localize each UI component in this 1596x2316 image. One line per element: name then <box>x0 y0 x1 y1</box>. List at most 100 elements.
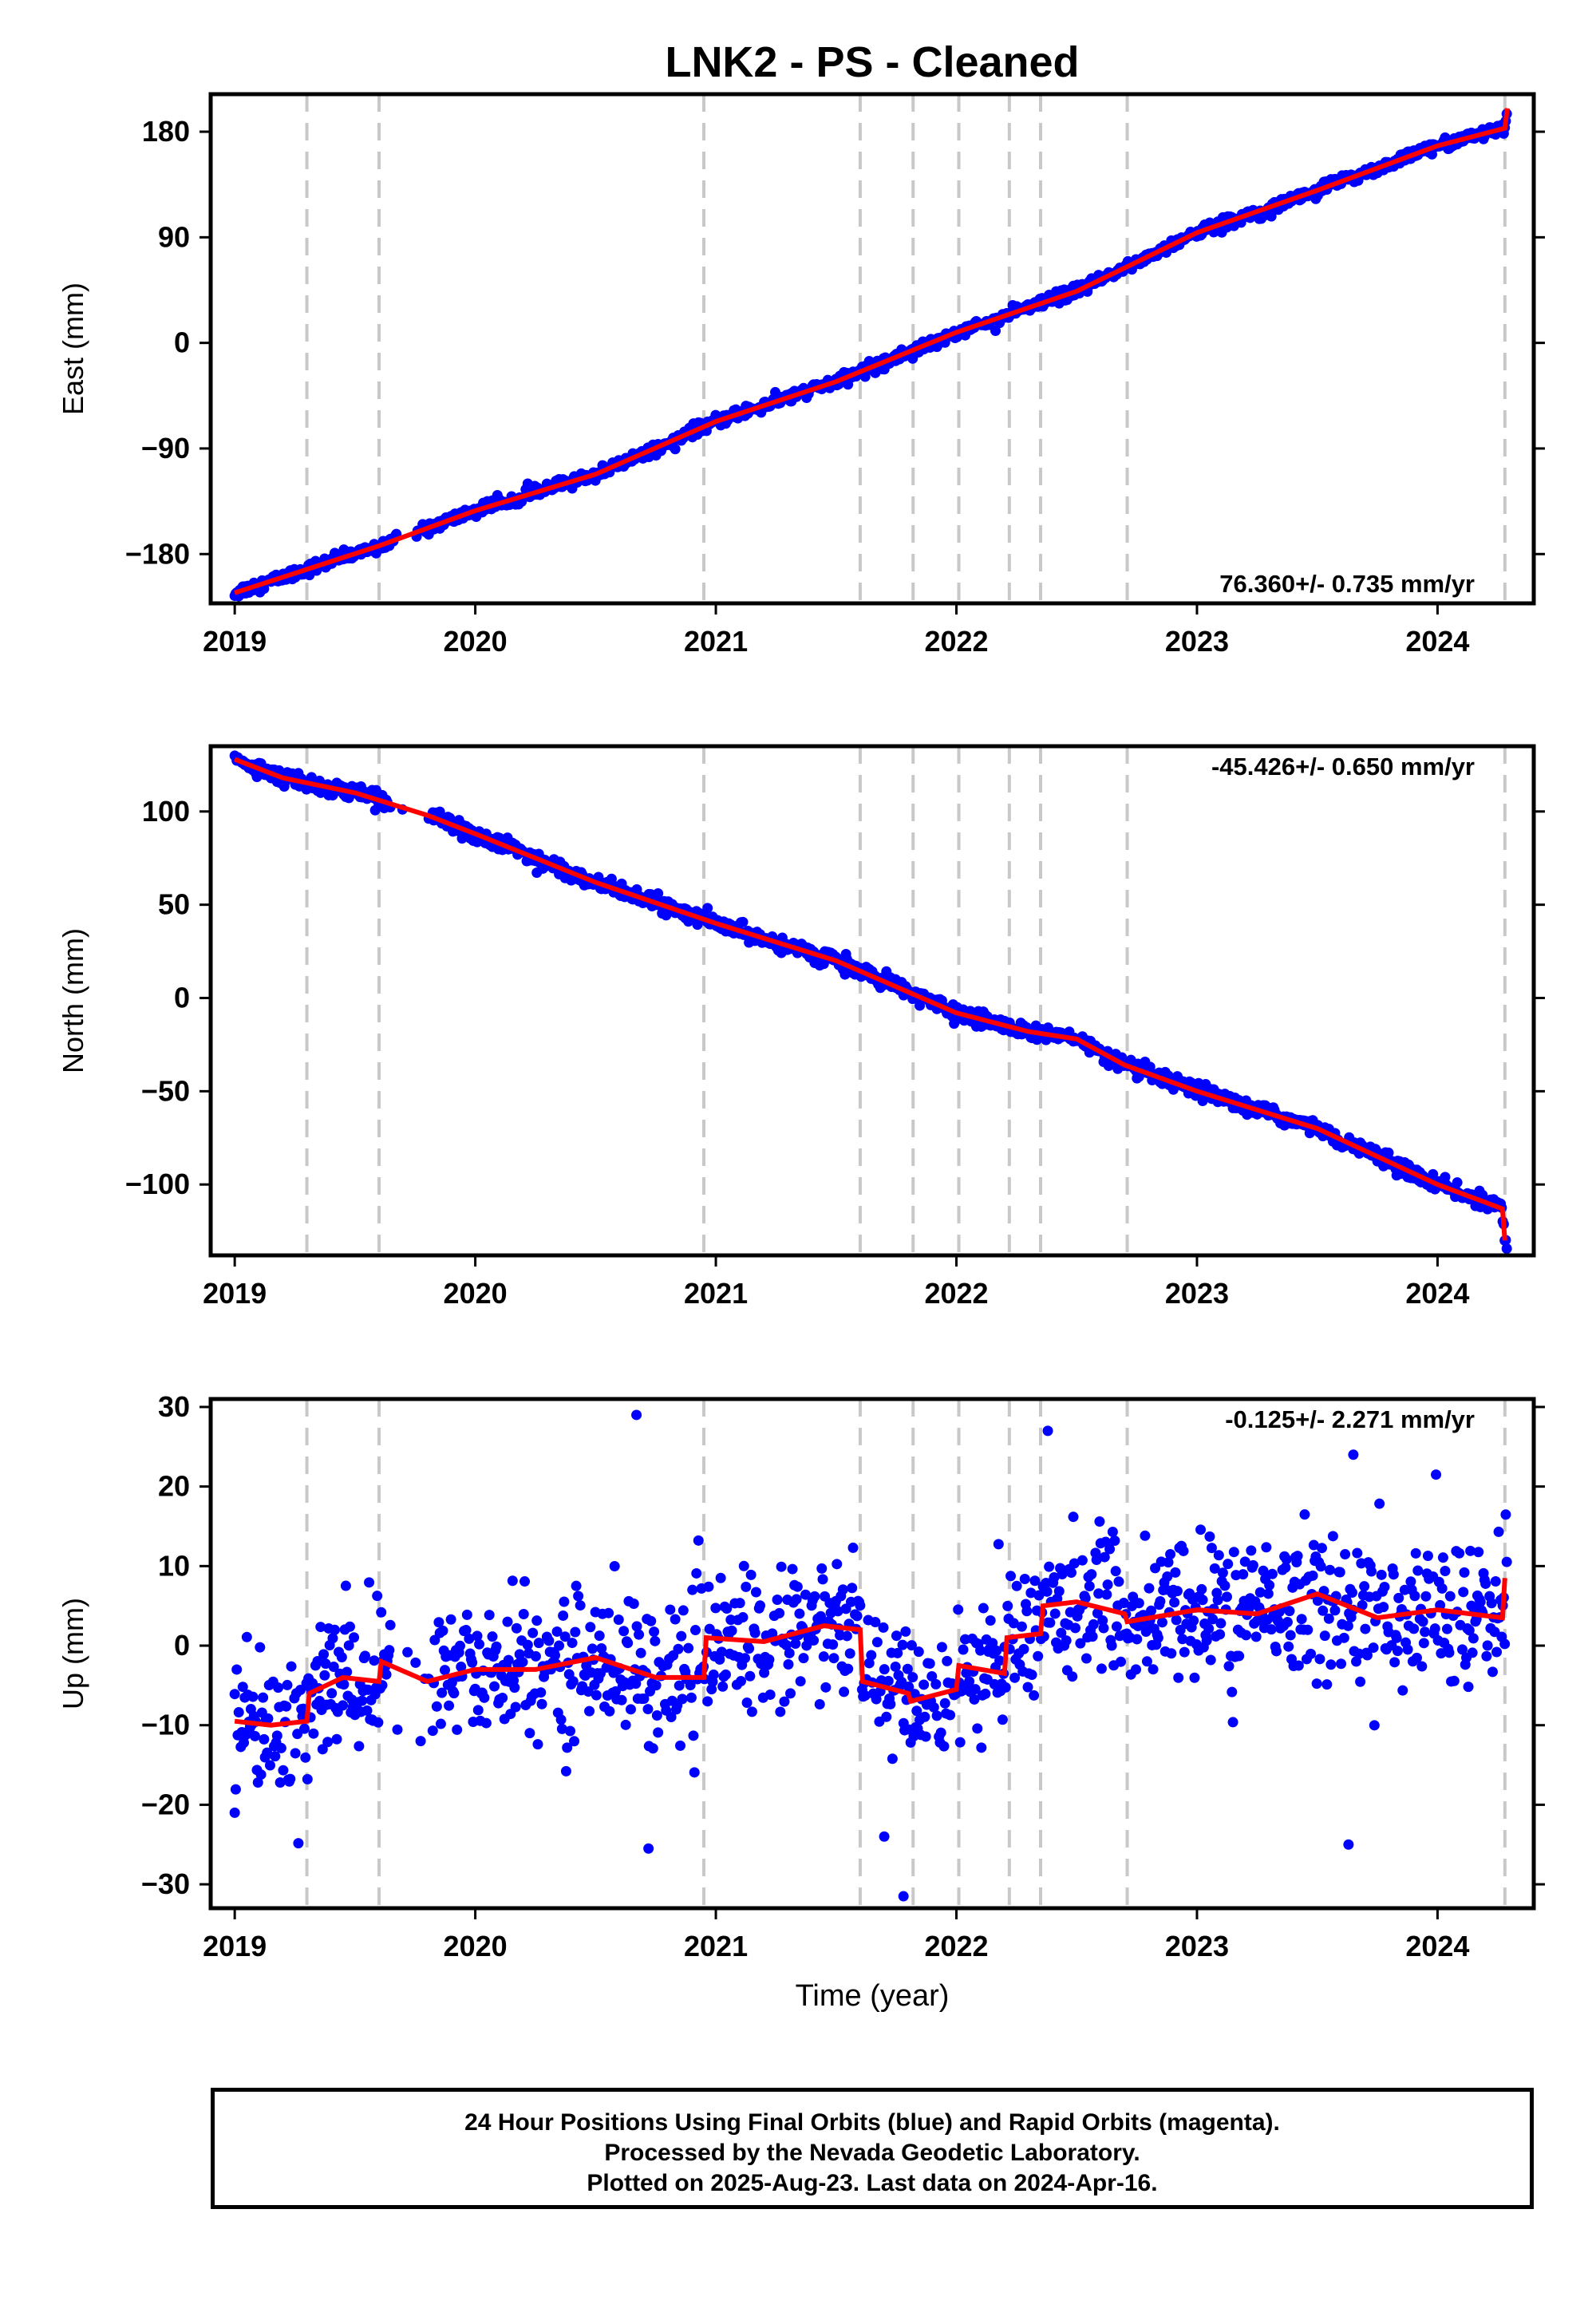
data-point <box>1170 1567 1181 1578</box>
data-point <box>1314 1654 1325 1665</box>
data-point <box>980 1688 991 1699</box>
data-point <box>871 1637 883 1648</box>
data-point <box>342 1666 353 1678</box>
data-point <box>809 1591 820 1602</box>
data-point <box>456 1662 467 1673</box>
data-point <box>587 1643 598 1654</box>
data-point <box>1019 1573 1030 1584</box>
data-point <box>926 1670 938 1682</box>
data-point <box>262 1747 273 1758</box>
data-point <box>431 1701 442 1712</box>
data-point <box>1420 1591 1432 1602</box>
data-point <box>484 1610 495 1621</box>
data-point <box>1223 1559 1234 1570</box>
data-point <box>511 1622 522 1634</box>
x-tick-label: 2020 <box>444 625 508 658</box>
data-point <box>1361 1650 1373 1661</box>
data-point <box>255 1769 267 1780</box>
data-point <box>249 1730 260 1741</box>
data-point <box>294 1685 306 1696</box>
data-point <box>900 1626 911 1637</box>
data-point <box>439 1665 450 1676</box>
data-point <box>887 1753 898 1765</box>
data-point <box>530 1650 541 1662</box>
data-point <box>1146 1605 1157 1616</box>
data-point <box>715 1572 726 1583</box>
data-point <box>503 1654 514 1666</box>
data-point <box>1156 1617 1167 1628</box>
data-point <box>349 1632 360 1643</box>
data-point <box>911 1705 922 1717</box>
x-tick-label: 2022 <box>924 625 988 658</box>
data-point <box>1293 1660 1304 1671</box>
data-point <box>1246 1545 1257 1556</box>
data-point <box>787 1563 798 1575</box>
data-point <box>1206 1543 1217 1554</box>
data-point <box>480 1717 492 1729</box>
footer-line-2: Processed by the Nevada Geodetic Laborat… <box>604 2140 1140 2166</box>
data-point <box>603 1607 614 1618</box>
data-point <box>670 444 681 455</box>
data-point <box>1144 1583 1155 1594</box>
data-point <box>1148 1664 1159 1675</box>
data-point <box>1391 1632 1402 1643</box>
data-point <box>1321 1679 1333 1690</box>
data-point <box>1215 1618 1227 1629</box>
data-points-up <box>229 1409 1512 1902</box>
data-point <box>976 1742 987 1753</box>
y-tick-label: 100 <box>142 795 190 828</box>
data-point <box>1116 1656 1127 1667</box>
data-point <box>820 1682 832 1693</box>
data-point <box>392 1724 403 1735</box>
data-point <box>281 1701 292 1712</box>
data-point <box>354 1741 365 1752</box>
data-point-outlier <box>1042 1425 1053 1437</box>
data-point <box>890 1661 901 1672</box>
x-axis-label: Time (year) <box>796 1979 950 2013</box>
data-point <box>1049 1571 1060 1583</box>
data-point <box>1077 1555 1088 1566</box>
data-point <box>554 1640 565 1651</box>
panel-east: −180 −90 0 90 180 2019 2020 2021 2022 2023 2024 Eas… <box>57 92 1545 658</box>
data-point <box>1219 1580 1231 1591</box>
data-point <box>1067 1671 1078 1682</box>
data-point <box>1352 1547 1363 1559</box>
x-tick-label: 2019 <box>203 625 267 658</box>
data-point <box>1493 1526 1504 1537</box>
data-point <box>569 1736 580 1747</box>
x-tick-label: 2023 <box>1165 1277 1229 1310</box>
data-point <box>1075 1638 1086 1649</box>
data-point <box>764 1689 776 1700</box>
data-point <box>322 1737 334 1748</box>
data-point <box>969 1694 980 1705</box>
data-point <box>772 1594 783 1605</box>
data-point <box>1002 1600 1013 1611</box>
data-point <box>308 1728 319 1739</box>
data-point <box>818 958 829 970</box>
data-point <box>1491 1646 1503 1658</box>
data-point <box>791 1594 802 1605</box>
data-point <box>255 1642 266 1653</box>
data-point <box>1283 1641 1294 1652</box>
data-point-outlier <box>643 1843 654 1854</box>
data-point <box>1389 1657 1400 1668</box>
data-point <box>635 1647 646 1658</box>
data-point <box>710 1603 721 1614</box>
data-point <box>1093 1588 1104 1599</box>
data-point <box>817 1574 828 1585</box>
data-point <box>559 1596 570 1607</box>
data-point <box>891 1630 902 1642</box>
data-point <box>531 1615 543 1626</box>
data-point <box>689 1767 700 1778</box>
data-point <box>247 1691 259 1702</box>
data-point <box>942 1655 953 1666</box>
data-point <box>1465 1545 1476 1556</box>
data-point <box>741 1697 753 1709</box>
data-point <box>1025 1587 1037 1599</box>
data-point <box>1091 1555 1102 1566</box>
panel-frame <box>208 744 1536 1258</box>
data-point <box>1238 1569 1249 1580</box>
data-point <box>1411 1652 1422 1663</box>
data-point <box>1359 1581 1370 1592</box>
